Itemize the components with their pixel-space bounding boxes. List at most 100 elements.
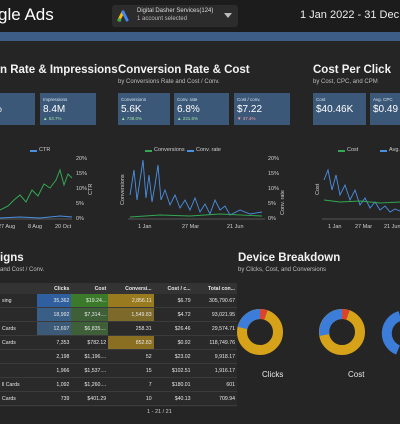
account-selector[interactable] [112,5,238,27]
column-header[interactable]: Cost / c... [153,283,193,294]
table-row[interactable]: Cards 7,353 $782.12 852.83 $0.92 118,749.76 [0,335,237,350]
legend-swatch [338,150,345,152]
column-header[interactable]: Cost [71,283,109,294]
column-header[interactable]: Clicks [36,283,72,294]
donut-label: Cost [348,370,365,379]
donut-partial [381,311,400,355]
y2-tick-label: 0% [76,216,84,222]
scorecard-value: 5.6K [121,104,142,115]
table-cell: $102.51 [153,363,193,378]
scorecard: Conversions 5.6K ▲ 738.0% [118,93,170,125]
table-cell: $180.01 [153,377,193,392]
table-cell: 1,549.83 [108,307,154,322]
y2-tick-label: 15% [76,171,88,177]
scorecard-delta: ▲ 738.0% [121,116,142,121]
section-title: n Rate & Impressions [0,64,118,76]
y2-tick-label: 20% [76,156,88,162]
scorecard: Cost $40.46K [313,93,366,125]
x-tick-label: 1 Jan [328,224,342,230]
x-tick-label: 20 Oct [55,224,72,230]
legend-label: CTR [39,147,51,153]
section-subtitle: and Cost / Conv. [0,267,45,273]
table-cell [0,307,37,322]
chart-3-lines [322,168,400,220]
table-cell: Cards [0,321,37,336]
table-cell: $1,537.... [71,363,109,378]
section-subtitle: by Cost, CPC, and CPM [313,79,378,85]
table-cell: 2,198 [36,349,72,364]
table-cell: 739 [36,391,72,406]
table-row[interactable]: ll Cards 1,092 $1,260.... 7 $180.01 601 [0,377,237,392]
table-cell: Cards [0,391,37,406]
pagination: 1 - 21 / 21 [147,409,172,415]
table-cell: 852.83 [108,335,154,350]
scorecard-value: $0.49 [373,104,399,115]
scorecard: Impressions 8.4M ▲ 63.7% [40,93,96,125]
table-cell: 1,966 [36,363,72,378]
x-tick-label: 27 Mar [355,224,373,230]
table-cell: 35,362 [36,294,72,308]
scorecard-delta: ▲ 231.6% [177,116,198,121]
column-header[interactable]: Conversi... [108,283,154,294]
scorecard-value: 6.8% [177,104,200,115]
legend-swatch [187,150,194,152]
table-cell: 18,992 [36,307,72,322]
table-cell: $7,314.... [71,307,109,322]
scorecard: Avg. CPC $0.49 [370,93,400,125]
scorecard-label: Cost / conv. [237,97,261,102]
scorecard-label: Conv. rate [177,97,198,102]
legend-label: Conversions [154,147,185,153]
table-cell: 93,021.95 [192,307,237,322]
section-title: Conversion Rate & Cost [118,64,250,76]
date-range[interactable]: 1 Jan 2022 - 31 Dec [300,9,400,21]
table-cell: 709.94 [192,391,237,406]
y2-tick-label: 20% [268,156,280,162]
scorecard: % [0,93,35,125]
table-cell: 305,790.67 [192,294,237,308]
table-cell: 7,353 [36,335,72,350]
brand: gle Ads [0,5,54,24]
table-cell [0,363,37,378]
legend-label: Avg. CPC [389,147,400,153]
scorecard: Conv. rate 6.8% ▲ 231.6% [174,93,229,125]
y2-tick-label: 5% [76,201,84,207]
x-tick-label: 21 Jun [227,224,244,230]
legend-swatch [30,150,37,152]
y-axis-label: Cost [315,183,321,195]
y2-axis-label: CTR [88,183,94,195]
y2-tick-label: 10% [268,186,280,192]
table-row[interactable]: 2,198 $1,196.... 52 $23.02 9,918.17 [0,349,237,364]
table-cell: 258.31 [108,321,154,336]
donut [319,309,365,355]
scorecard-value: $7.22 [237,104,263,115]
section-title: igns [0,252,24,264]
scorecard-value: $40.46K [316,104,354,115]
column-header[interactable]: Total con... [192,283,237,294]
table-cell: 601 [192,377,237,392]
chart-1-lines [0,168,73,220]
table-row[interactable]: Cards 12,697 $6,835.... 258.31 $26.46 29,574.… [0,321,237,336]
table-cell: $23.02 [153,349,193,364]
scorecard-value: 8.4M [43,104,66,115]
table-cell: 15 [108,363,154,378]
campaign-table: Clicks Cost Conversi... Cost / c... Total co… [0,283,237,407]
scorecard-delta: ▲ 63.7% [43,116,62,121]
legend-label: Cost [347,147,359,153]
scorecard-delta: ▼ 47.4% [237,116,256,121]
y2-tick-label: 10% [76,186,88,192]
table-cell: 12,697 [36,321,72,336]
header-row: Clicks Cost Conversi... Cost / c... Total co… [0,283,237,294]
table-row[interactable]: Cards 739 $401.29 10 $40.13 709.94 [0,391,237,406]
table-cell: $6.79 [153,294,193,308]
table-row[interactable]: 1,966 $1,537.... 15 $102.51 1,916.17 [0,363,237,378]
scorecard-label: Avg. CPC [373,97,393,102]
table-cell: 1,092 [36,377,72,392]
donut-label: Clicks [262,370,284,379]
table-row[interactable]: 18,992 $7,314.... 1,549.83 $4.72 93,021.95 [0,307,237,322]
table-row[interactable]: sing 35,362 $19.24... 2,856.11 $6.79 305,790.… [0,294,237,308]
legend-label: Conv. rate [196,147,221,153]
y-axis-label: Conversions [120,174,126,205]
scorecard: Cost / conv. $7.22 ▼ 47.4% [234,93,290,125]
column-header[interactable] [0,283,37,294]
